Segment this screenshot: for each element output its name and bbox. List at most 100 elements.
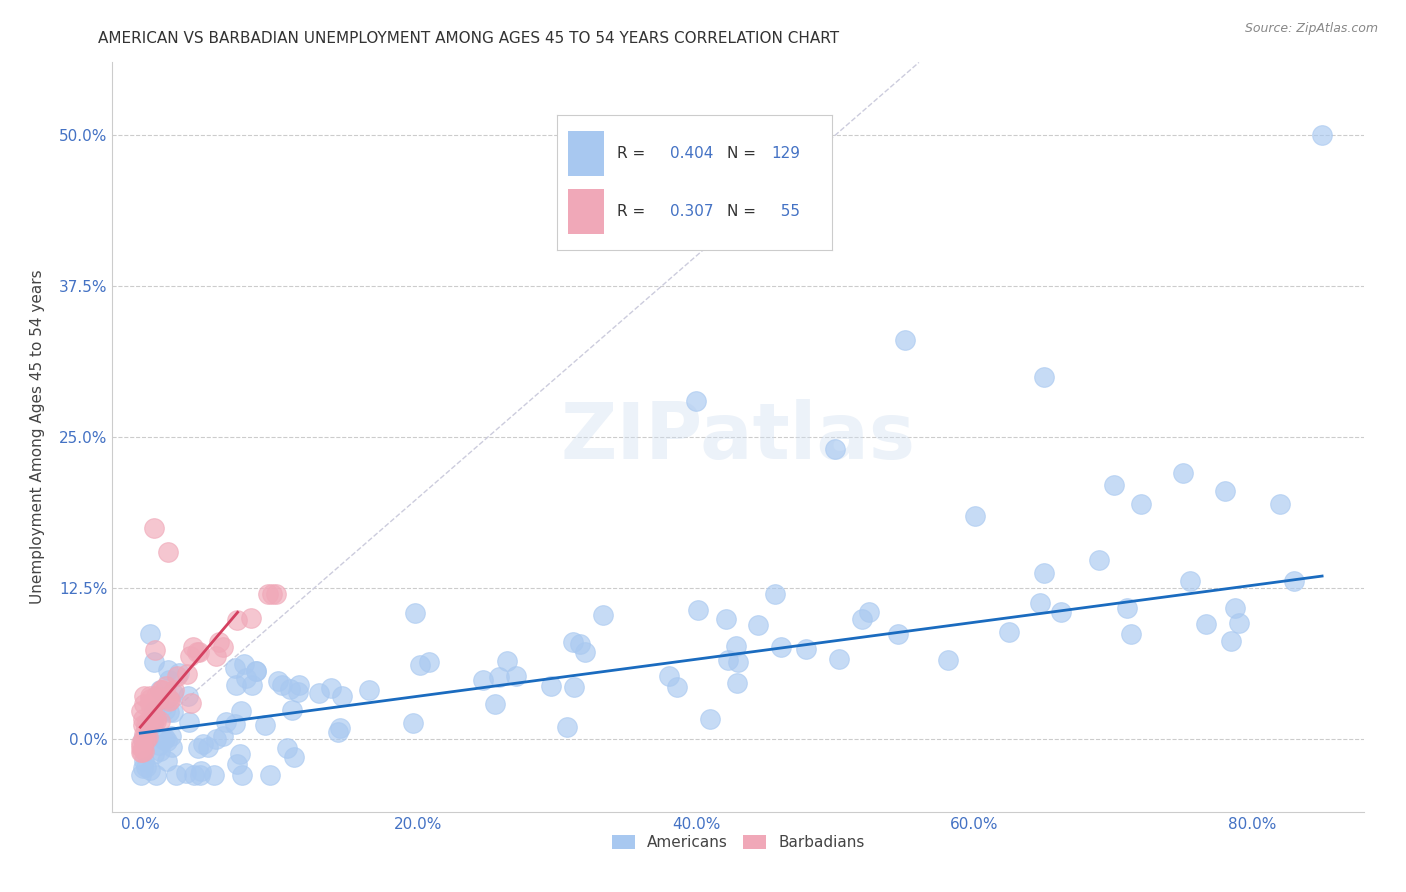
Point	[135, 733, 157, 747]
Point	[240, 678, 263, 692]
Point	[998, 624, 1021, 639]
Point	[229, 747, 252, 761]
Point	[404, 607, 426, 621]
Point	[202, 768, 225, 782]
Point	[505, 668, 527, 682]
Point	[1227, 615, 1250, 630]
Point	[148, 738, 170, 752]
Point	[135, 717, 157, 731]
Point	[319, 681, 342, 695]
Point	[562, 635, 585, 649]
Point	[143, 655, 166, 669]
Point	[145, 711, 167, 725]
Point	[259, 768, 281, 782]
Point	[162, 705, 184, 719]
Point	[747, 618, 769, 632]
Point	[167, 665, 190, 680]
Point	[330, 689, 353, 703]
Point	[155, 734, 177, 748]
Point	[264, 587, 287, 601]
Point	[188, 768, 211, 782]
Point	[129, 704, 152, 718]
Point	[232, 657, 254, 671]
Point	[187, 740, 209, 755]
Point	[824, 442, 846, 457]
Point	[1121, 626, 1143, 640]
Point	[153, 732, 176, 747]
Point	[224, 717, 246, 731]
Point	[132, 741, 155, 756]
Point	[936, 653, 959, 667]
Point	[134, 727, 156, 741]
Point	[858, 605, 880, 619]
Point	[156, 755, 179, 769]
Point	[495, 654, 517, 668]
Point	[254, 718, 277, 732]
Point	[1032, 566, 1054, 581]
Point	[177, 689, 200, 703]
Point	[1116, 600, 1139, 615]
Point	[132, 754, 155, 768]
Point	[1050, 605, 1073, 619]
Point	[143, 521, 166, 535]
Point	[484, 697, 506, 711]
Point	[540, 679, 562, 693]
Point	[287, 684, 309, 698]
Point	[155, 679, 177, 693]
Point	[132, 744, 155, 758]
Point	[1270, 497, 1292, 511]
Point	[235, 671, 257, 685]
Point	[211, 640, 233, 654]
Point	[179, 714, 201, 729]
Point	[135, 731, 157, 745]
Point	[205, 648, 228, 663]
Point	[699, 712, 721, 726]
Point	[851, 612, 873, 626]
Point	[148, 692, 170, 706]
Point	[159, 693, 181, 707]
Point	[418, 655, 440, 669]
Point	[725, 639, 748, 653]
Point	[1223, 601, 1246, 615]
Point	[156, 691, 179, 706]
Point	[131, 768, 153, 782]
Point	[283, 750, 305, 764]
Point	[132, 689, 155, 703]
Point	[1220, 633, 1243, 648]
Point	[181, 640, 204, 654]
Point	[1130, 497, 1153, 511]
Point	[887, 626, 910, 640]
Point	[142, 716, 165, 731]
Point	[260, 587, 283, 601]
Point	[179, 697, 201, 711]
Point	[716, 653, 738, 667]
Y-axis label: Unemployment Among Ages 45 to 54 years: Unemployment Among Ages 45 to 54 years	[31, 269, 45, 605]
Point	[225, 678, 247, 692]
Point	[271, 678, 294, 692]
Point	[763, 586, 786, 600]
Point	[132, 712, 155, 726]
Point	[205, 732, 228, 747]
Point	[157, 664, 180, 678]
Point	[179, 649, 201, 664]
Point	[328, 724, 350, 739]
Point	[658, 669, 681, 683]
Point	[686, 603, 709, 617]
Point	[190, 764, 212, 778]
Point	[409, 657, 432, 672]
Point	[555, 720, 578, 734]
Point	[193, 737, 215, 751]
Point	[231, 768, 253, 782]
Point	[725, 676, 748, 690]
Point	[183, 768, 205, 782]
Point	[139, 626, 162, 640]
Point	[187, 645, 209, 659]
Point	[1310, 128, 1333, 142]
Point	[329, 721, 352, 735]
Point	[592, 607, 614, 622]
Point	[149, 744, 172, 758]
Point	[1088, 553, 1111, 567]
Point	[159, 693, 181, 707]
Point	[142, 714, 165, 729]
Point	[132, 733, 155, 747]
